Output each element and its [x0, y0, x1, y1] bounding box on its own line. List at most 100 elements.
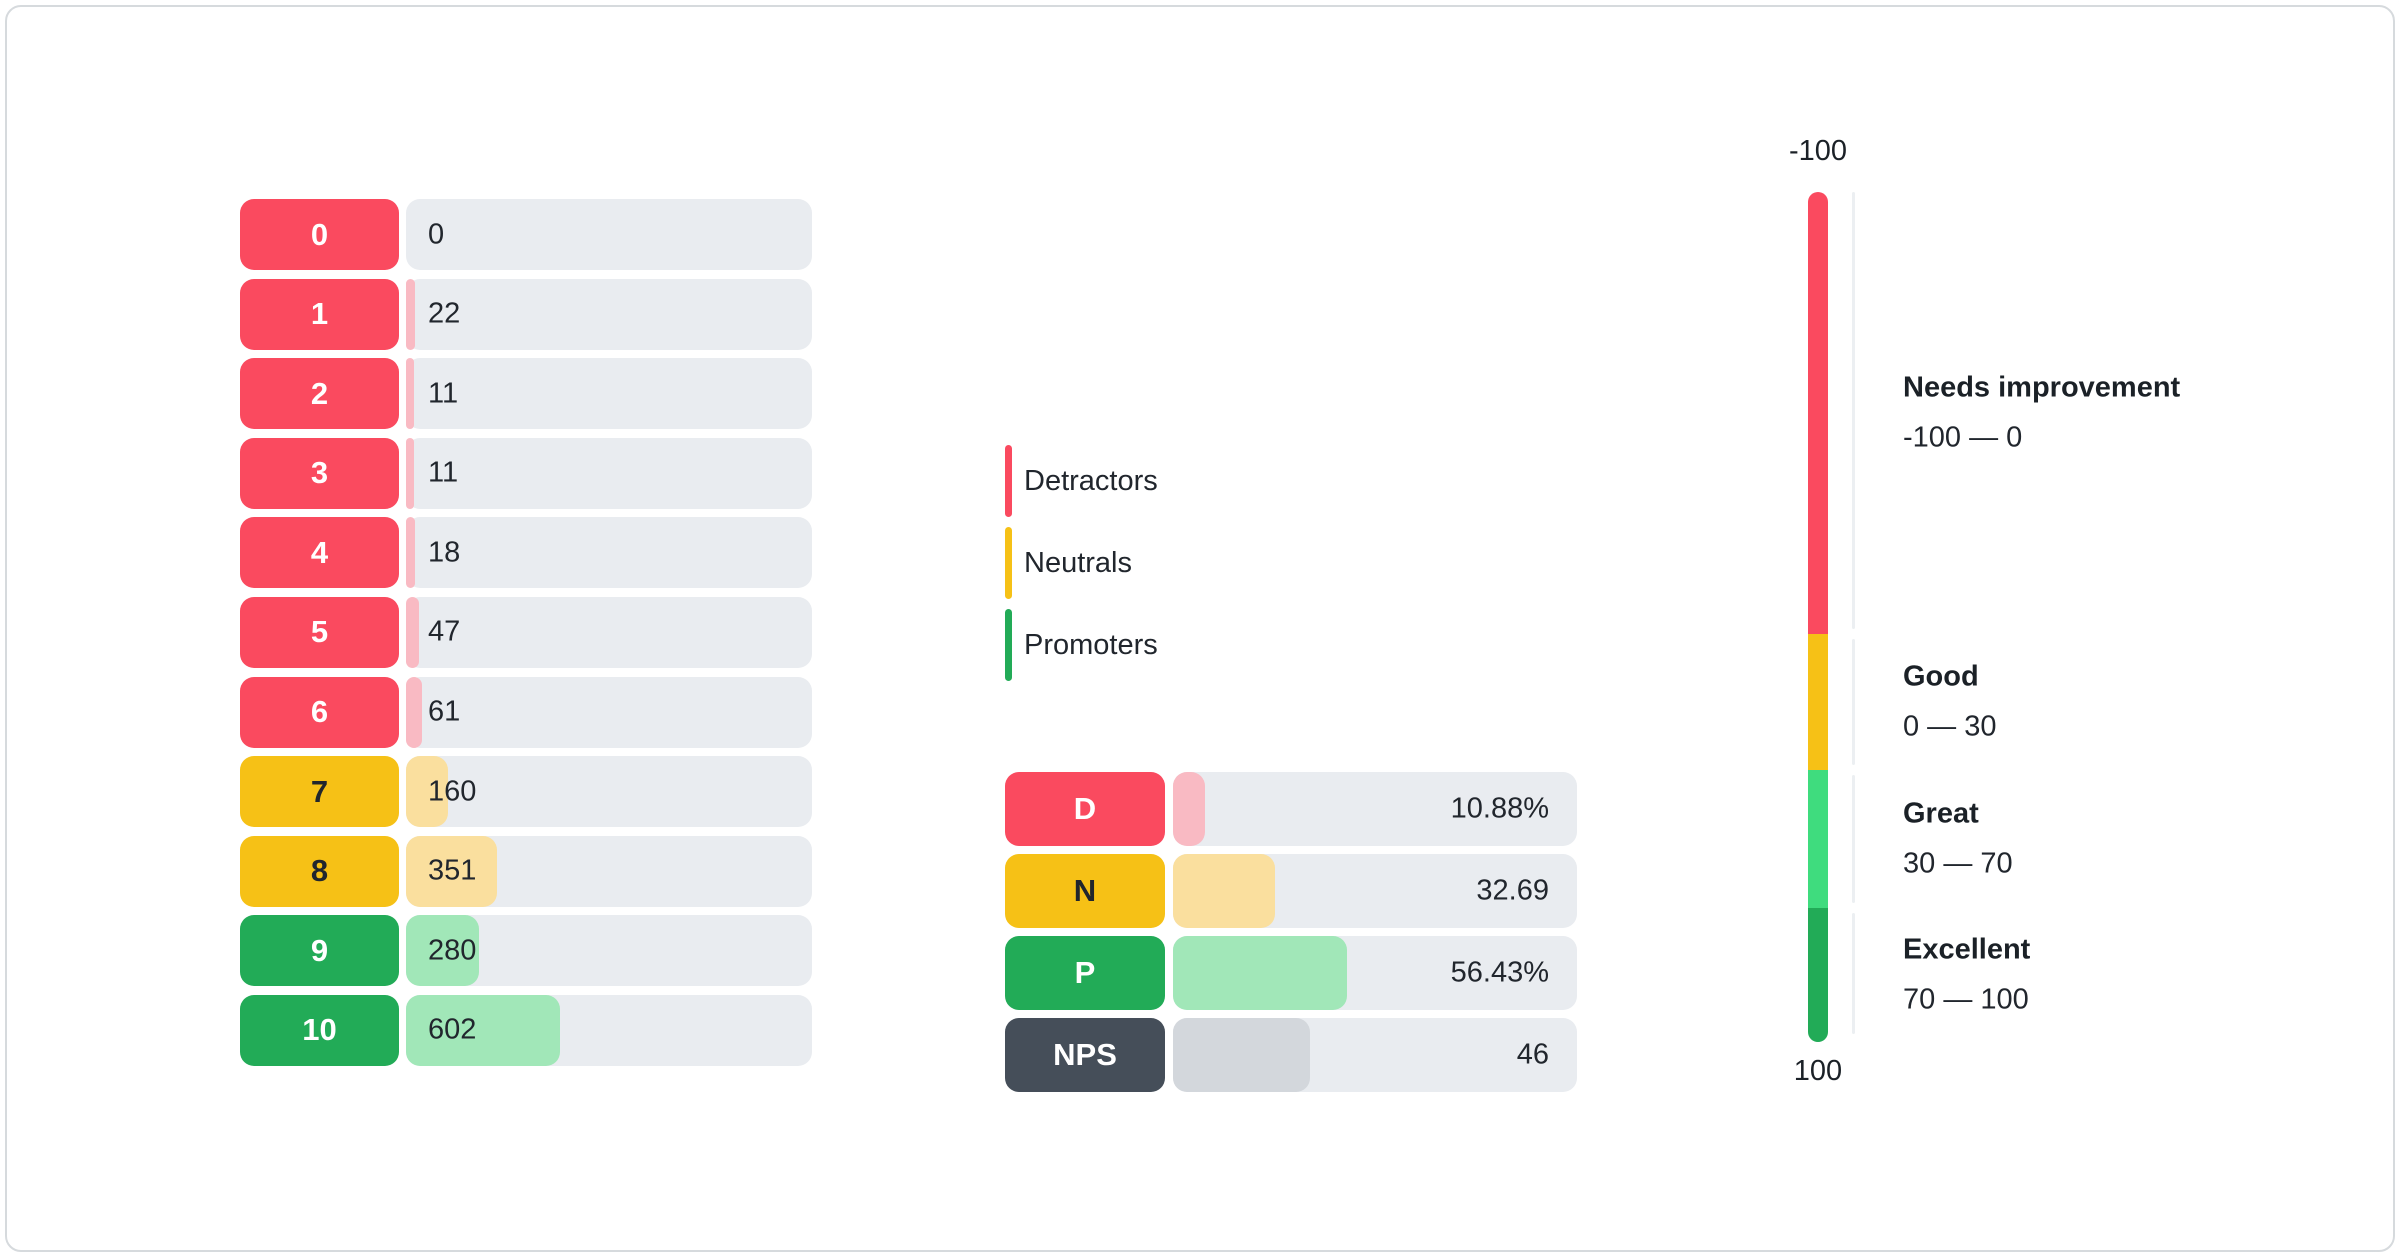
gauge-band-label: Good 0 — 30: [1903, 661, 1997, 744]
gauge-band-range: -100 — 0: [1903, 421, 2023, 454]
score-row-fill: [406, 278, 415, 350]
gauge-band-3: [1808, 770, 1828, 908]
score-row-track: 22: [406, 278, 812, 350]
nps-summary-chart: D 10.88% N 32.69 P 56.43% NPS 46: [1005, 772, 1577, 1092]
score-row-value: 11: [428, 456, 459, 489]
gauge-band-range: 0 — 30: [1903, 710, 1997, 743]
score-row-value: 18: [428, 536, 461, 569]
legend-item-detractors: Detractors: [1005, 445, 1158, 517]
summary-row-value: 46: [1516, 1038, 1549, 1071]
gauge-min-label: 100: [1793, 1055, 1843, 1087]
score-row-chip: 9: [240, 915, 399, 987]
gauge-band-title: Excellent: [1903, 933, 2031, 966]
score-row-track: 11: [406, 437, 812, 509]
summary-row: D 10.88%: [1005, 772, 1577, 846]
summary-row-chip: D: [1005, 772, 1165, 846]
gauge-band-label: Needs improvement -100 — 0: [1903, 372, 2180, 455]
score-row-fill: [406, 835, 497, 907]
gauge-max-label: -100: [1788, 135, 1848, 167]
score-row: 3 11: [240, 437, 812, 509]
score-row: 6 61: [240, 676, 812, 748]
summary-row: NPS 46: [1005, 1018, 1577, 1092]
score-row-track: 280: [406, 915, 812, 987]
gauge-band-title: Needs improvement: [1903, 371, 2181, 404]
score-row-track: 602: [406, 994, 812, 1066]
summary-row: P 56.43%: [1005, 936, 1577, 1010]
score-row-chip: 5: [240, 596, 399, 668]
score-row: 9 280: [240, 915, 812, 987]
gauge-band-2: [1808, 634, 1828, 770]
score-row: 1 22: [240, 278, 812, 350]
score-row-value: 11: [428, 377, 459, 410]
score-row-value: 351: [428, 854, 477, 887]
summary-row-chip: NPS: [1005, 1018, 1165, 1092]
summary-row-track: 46: [1173, 1018, 1577, 1092]
score-row-chip: 4: [240, 517, 399, 589]
score-row-value: 47: [428, 615, 461, 648]
gauge-band-1: [1808, 192, 1828, 634]
score-row-value: 22: [428, 297, 461, 330]
gauge-band-label: Excellent 70 — 100: [1903, 933, 2030, 1016]
gauge-bar: [1808, 192, 1828, 1042]
gauge-band-labels: Needs improvement -100 — 0 Good 0 — 30 Great…: [1903, 192, 2323, 1042]
summary-row-fill: [1173, 772, 1205, 846]
score-row-value: 602: [428, 1013, 477, 1046]
legend-label: Neutrals: [1024, 546, 1132, 579]
gauge-band-range: 30 — 70: [1903, 847, 2013, 880]
summary-row-value: 56.43%: [1450, 956, 1549, 989]
score-row: 5 47: [240, 596, 812, 668]
score-row-track: 351: [406, 835, 812, 907]
score-row-chip: 3: [240, 437, 399, 509]
gauge-axis-segment: [1852, 912, 1855, 1034]
summary-row-value: 10.88%: [1450, 792, 1549, 825]
score-row: 10 602: [240, 994, 812, 1066]
score-distribution-chart: 0 0 1 22 2 11 3 11 4 18 5 47 6 61 7 160 8 351 9 280 10 602: [240, 199, 812, 1066]
gauge-band-label: Great 30 — 70: [1903, 797, 2013, 880]
gauge-axis-segment: [1852, 192, 1855, 629]
legend-swatch: [1005, 527, 1012, 599]
score-row-chip: 2: [240, 358, 399, 430]
score-row-track: 18: [406, 517, 812, 589]
score-row-fill: [406, 994, 560, 1066]
score-row-fill: [406, 915, 479, 987]
summary-row-fill: [1173, 1018, 1310, 1092]
legend-swatch: [1005, 609, 1012, 681]
gauge-axis-segment: [1852, 639, 1855, 765]
score-row-chip: 8: [240, 835, 399, 907]
summary-row-track: 10.88%: [1173, 772, 1577, 846]
summary-row-fill: [1173, 936, 1347, 1010]
legend: Detractors Neutrals Promoters: [1005, 445, 1158, 681]
score-row-value: 160: [428, 775, 477, 808]
score-row-track: 11: [406, 358, 812, 430]
gauge-band-range: 70 — 100: [1903, 983, 2029, 1016]
gauge-axis-segment: [1852, 775, 1855, 903]
score-row-fill: [406, 756, 448, 828]
summary-row-fill: [1173, 854, 1275, 928]
score-row-fill: [406, 437, 414, 509]
score-row: 2 11: [240, 358, 812, 430]
score-row-fill: [406, 358, 414, 430]
gauge-band-4: [1808, 907, 1828, 1042]
score-row-track: 0: [406, 199, 812, 270]
score-row-value: 280: [428, 934, 477, 967]
summary-row: N 32.69: [1005, 854, 1577, 928]
score-row-fill: [406, 596, 419, 668]
score-row-fill: [406, 676, 422, 748]
summary-row-track: 32.69: [1173, 854, 1577, 928]
legend-label: Detractors: [1024, 464, 1158, 497]
summary-row-chip: P: [1005, 936, 1165, 1010]
gauge-band-title: Good: [1903, 660, 1979, 693]
legend-item-promoters: Promoters: [1005, 609, 1158, 681]
gauge-axis-line: [1852, 192, 1855, 1042]
gauge-band-title: Great: [1903, 797, 1979, 830]
score-row-chip: 10: [240, 994, 399, 1066]
score-row-value: 61: [428, 695, 461, 728]
score-row: 4 18: [240, 517, 812, 589]
score-row-chip: 1: [240, 278, 399, 350]
score-row-chip: 6: [240, 676, 399, 748]
score-row-value: 0: [428, 218, 445, 250]
score-row-chip: 0: [240, 199, 399, 270]
summary-row-chip: N: [1005, 854, 1165, 928]
summary-row-value: 32.69: [1476, 874, 1549, 907]
